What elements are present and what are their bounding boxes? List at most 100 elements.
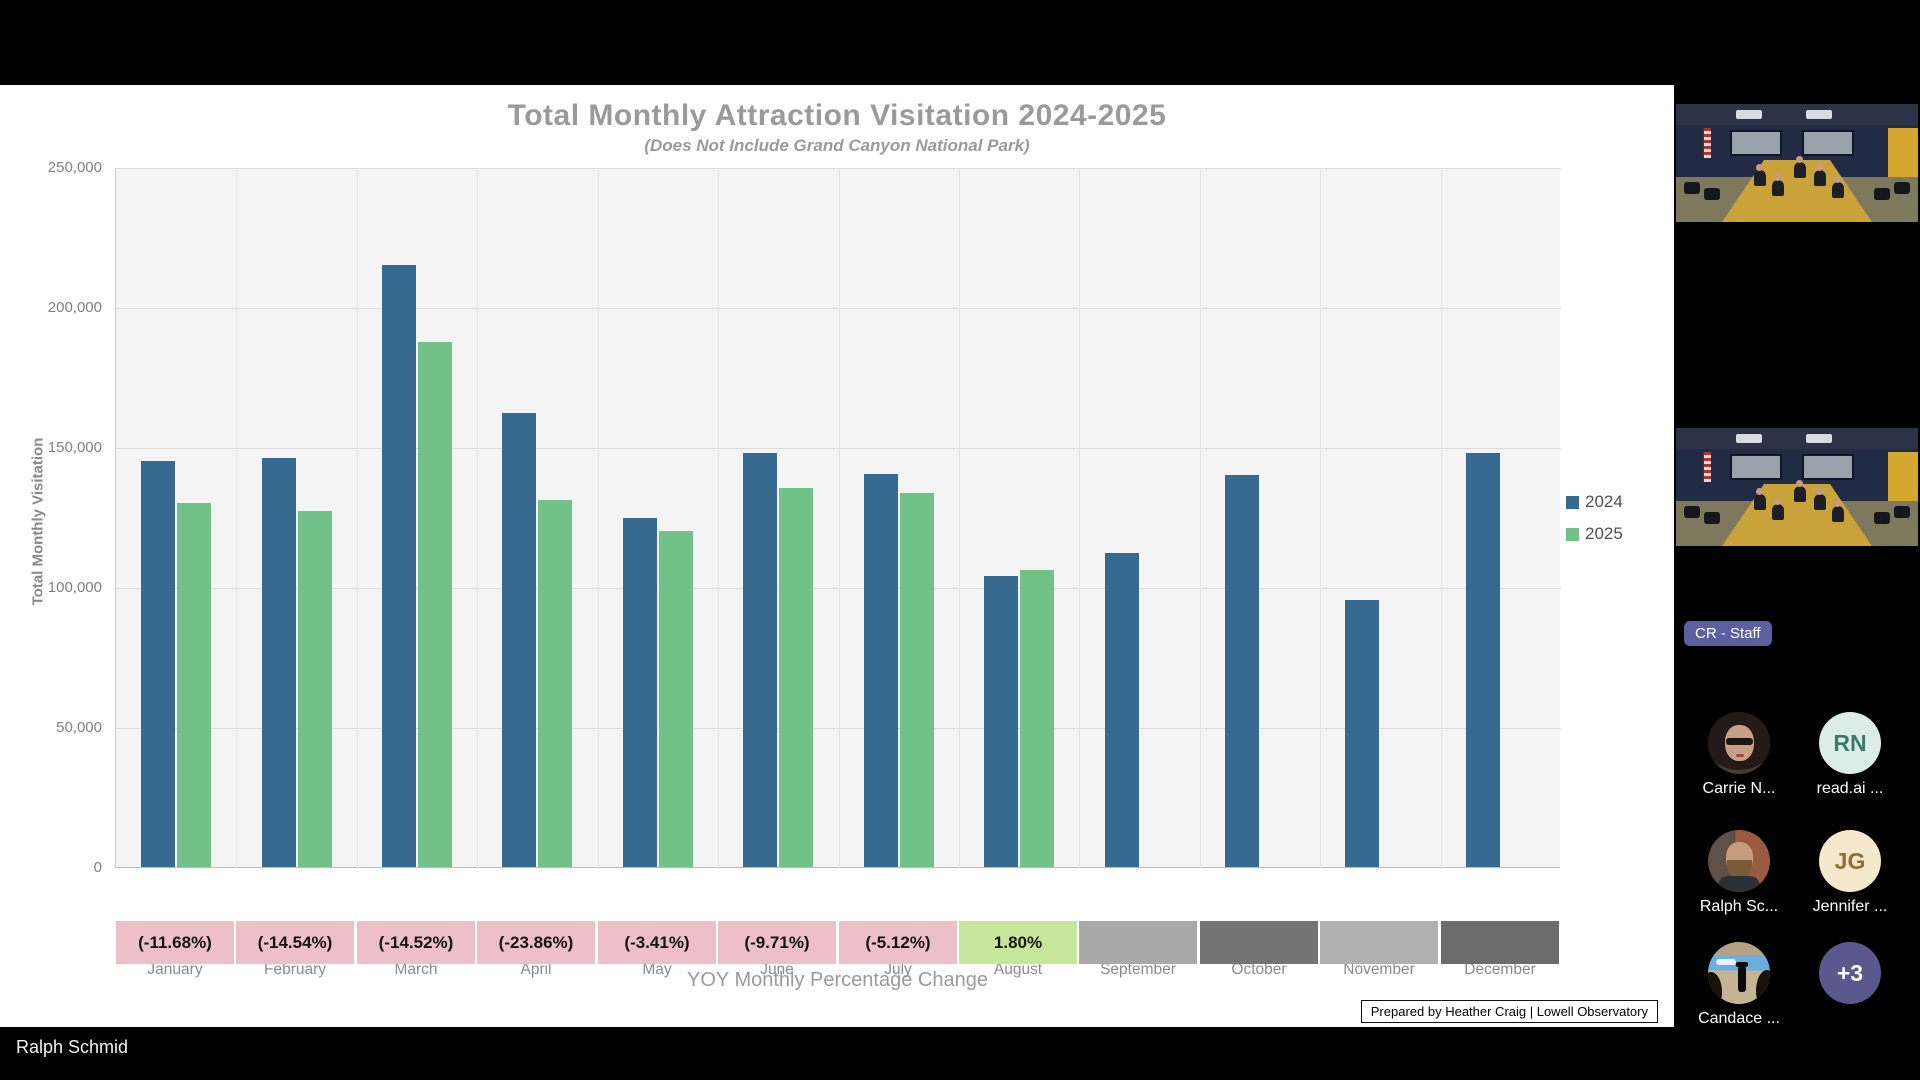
yoy-cell-august: 1.80% (959, 921, 1077, 964)
gridline-h (116, 308, 1561, 309)
seated-person (1832, 500, 1844, 522)
avatar-initials: +3 (1819, 942, 1881, 1004)
yoy-cell-september (1079, 921, 1197, 964)
y-tick-label: 0 (93, 859, 102, 876)
seated-person (1794, 156, 1806, 178)
bar-2024-august (984, 576, 1018, 867)
gridline-v (959, 168, 960, 868)
whiteboard (1730, 130, 1782, 156)
yoy-cell-february: (-14.54%) (236, 921, 354, 964)
chair (1704, 512, 1720, 524)
bar-2025-june (779, 488, 813, 867)
gridline-v (1441, 168, 1442, 868)
y-tick-label: 200,000 (47, 299, 102, 316)
gridline-h (116, 728, 1561, 729)
ceiling-light (1806, 110, 1832, 119)
us-flag (1702, 128, 1711, 158)
bar-chart-plot (115, 168, 1561, 868)
participant-name: Carrie N... (1702, 780, 1776, 797)
yoy-cell-march: (-14.52%) (357, 921, 475, 964)
x-tick-october: October (1231, 961, 1287, 978)
bar-2024-may (623, 518, 657, 867)
legend-item-2024: 2024 (1566, 492, 1623, 512)
seated-person (1772, 174, 1784, 196)
wall-picture (1802, 130, 1854, 156)
bar-2025-august (1020, 570, 1054, 867)
gridline-v (598, 168, 599, 868)
gridline-v (477, 168, 478, 868)
participant-name: Jennifer ... (1812, 898, 1888, 915)
chair (1894, 506, 1910, 518)
gridline-v (718, 168, 719, 868)
bar-2025-may (659, 531, 693, 867)
chart-title: Total Monthly Attraction Visitation 2024… (507, 99, 1167, 132)
gridline-v (357, 168, 358, 868)
x-tick-december: December (1464, 961, 1536, 978)
chair (1874, 188, 1890, 200)
yoy-cell-october (1200, 921, 1318, 964)
room-name-badge: CR - Staff (1684, 621, 1772, 646)
participant-tile-ralph-sc[interactable]: Ralph Sc... (1684, 830, 1794, 916)
gridline-v (1200, 168, 1201, 868)
ceiling-light (1806, 434, 1832, 443)
participant-name: read.ai ... (1816, 780, 1884, 797)
participant-overflow-tile[interactable]: +3 (1795, 942, 1905, 1004)
participant-tile-candace[interactable]: Candace ... (1684, 942, 1794, 1028)
conference-room-video-1[interactable] (1676, 104, 1918, 222)
gridline-h (116, 168, 1561, 169)
seated-person (1754, 488, 1766, 510)
x-tick-november: November (1343, 961, 1415, 978)
legend-label-2024: 2024 (1585, 492, 1623, 511)
accent-wall (1888, 452, 1918, 502)
participant-tile-carrie-n[interactable]: Carrie N... (1684, 712, 1794, 798)
x-tick-march: March (394, 961, 438, 978)
meeting-sidebar: CR - Staff Carrie N... RN read.ai ... Ralph… (1674, 0, 1920, 1080)
x-tick-april: April (520, 961, 552, 978)
credit-box: Prepared by Heather Craig | Lowell Obser… (1360, 1000, 1658, 1023)
accent-wall (1888, 128, 1918, 178)
x-tick-january: January (147, 961, 203, 978)
bar-2025-march (418, 342, 452, 867)
x-tick-july: July (884, 961, 912, 978)
chart-legend: 2024 2025 (1566, 492, 1623, 556)
participant-tile-jennifer[interactable]: JG Jennifer ... (1795, 830, 1905, 916)
ceiling-light (1736, 434, 1762, 443)
legend-label-2025: 2025 (1585, 524, 1623, 543)
bottom-bar: Ralph Schmid (0, 1027, 1920, 1080)
bar-2024-november (1345, 600, 1379, 867)
active-speaker-name: Ralph Schmid (16, 1037, 129, 1057)
y-tick-label: 150,000 (47, 439, 102, 456)
legend-item-2025: 2025 (1566, 524, 1623, 544)
seated-person (1814, 488, 1826, 510)
chair (1874, 512, 1890, 524)
chair (1684, 506, 1700, 518)
avatar-photo (1708, 712, 1770, 774)
seated-person (1814, 164, 1826, 186)
us-flag (1702, 452, 1711, 482)
gridline-v (839, 168, 840, 868)
conference-room-video-2[interactable] (1676, 428, 1918, 546)
participant-tile-read-ai[interactable]: RN read.ai ... (1795, 712, 1905, 798)
room-ceiling (1676, 104, 1918, 126)
yoy-caption: YOY Monthly Percentage Change (687, 969, 988, 991)
x-tick-september: September (1100, 961, 1176, 978)
shared-chart-slide: Total Monthly Attraction Visitation 2024… (0, 85, 1674, 1027)
bar-2025-january (177, 503, 211, 867)
yoy-cell-may: (-3.41%) (598, 921, 716, 964)
bar-2024-april (502, 413, 536, 867)
x-tick-may: May (642, 961, 672, 978)
avatar-initials: RN (1819, 712, 1881, 774)
yoy-cell-april: (-23.86%) (477, 921, 595, 964)
seated-person (1794, 480, 1806, 502)
bar-2024-march (382, 265, 416, 867)
seated-person (1832, 176, 1844, 198)
bar-2024-october (1225, 475, 1259, 867)
avatar-initials: JG (1819, 830, 1881, 892)
gridline-v (236, 168, 237, 868)
yoy-cell-june: (-9.71%) (718, 921, 836, 964)
yoy-cell-november (1320, 921, 1438, 964)
room-ceiling (1676, 428, 1918, 450)
seated-person (1772, 498, 1784, 520)
avatar-initials-text: +3 (1836, 959, 1864, 986)
